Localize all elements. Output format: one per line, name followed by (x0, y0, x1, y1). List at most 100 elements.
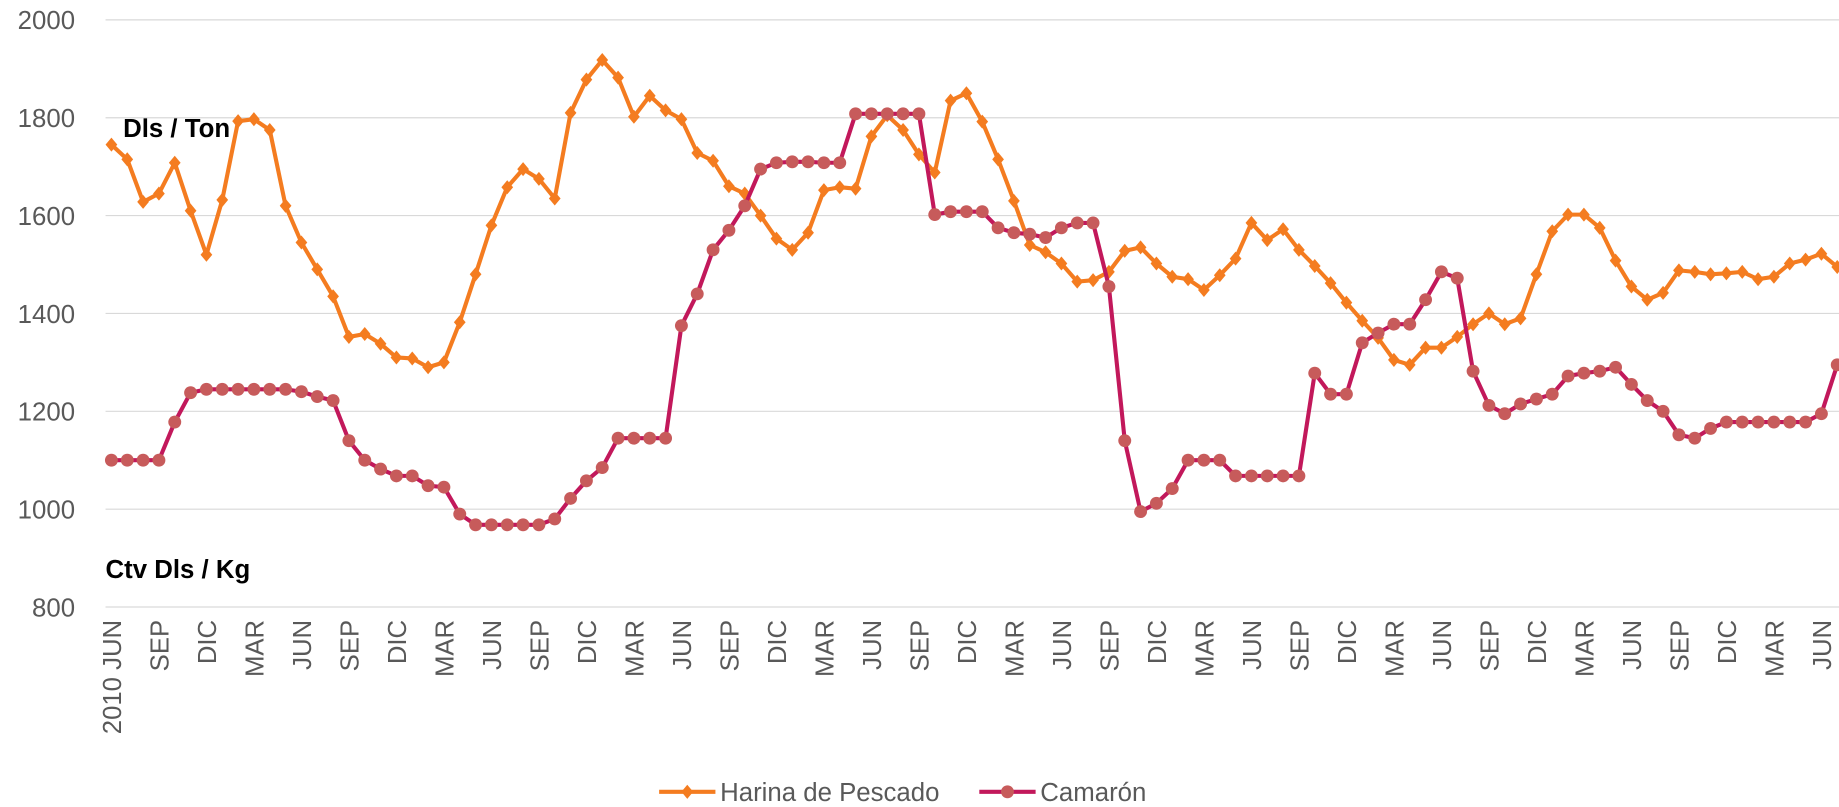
marker (1578, 207, 1590, 222)
x-tick-label: JUN (289, 620, 317, 670)
marker (1514, 397, 1528, 411)
marker (880, 107, 894, 121)
marker (1419, 340, 1432, 355)
marker (121, 152, 134, 167)
marker (928, 208, 942, 222)
marker (1277, 222, 1289, 237)
marker (1054, 221, 1068, 235)
y-tick-label: 1600 (18, 203, 75, 231)
marker (453, 315, 466, 330)
marker (833, 156, 847, 170)
x-tick-label: DIC (1334, 620, 1362, 664)
marker (1324, 387, 1338, 401)
marker (1419, 293, 1433, 307)
marker (1339, 387, 1353, 401)
x-tick-label: JUN (1809, 620, 1837, 670)
x-tick-label: SEP (526, 620, 554, 671)
marker (1244, 469, 1258, 483)
marker (374, 336, 387, 351)
marker (707, 153, 719, 168)
marker (596, 52, 609, 68)
marker (1149, 496, 1163, 510)
marker (1736, 264, 1749, 279)
legend-label: Harina de Pescado (720, 779, 939, 807)
marker (1498, 407, 1512, 421)
marker (564, 491, 578, 505)
x-tick-label: MAR (621, 620, 649, 677)
legend-label: Camarón (1040, 779, 1146, 807)
x-tick-label: MAR (811, 620, 839, 677)
marker (833, 180, 846, 195)
marker (1102, 280, 1116, 293)
marker (1704, 267, 1717, 282)
x-tick-label: SEP (1096, 620, 1124, 671)
marker (406, 351, 419, 366)
x-tick-label: 2010 JUN (99, 620, 127, 734)
marker (247, 382, 261, 396)
marker (1340, 295, 1353, 310)
x-tick-label: SEP (906, 620, 934, 671)
marker (248, 112, 260, 127)
marker (897, 122, 909, 137)
marker (1023, 227, 1037, 241)
marker (1087, 273, 1099, 288)
marker (1324, 276, 1337, 291)
marker (818, 183, 830, 198)
x-tick-label: SEP (1476, 620, 1504, 671)
marker (1831, 259, 1839, 274)
x-tick-label: MAR (241, 620, 269, 677)
marker (1134, 505, 1148, 519)
marker (1545, 387, 1559, 401)
x-tick-label: JUN (1619, 620, 1647, 670)
x-tick-label: DIC (1714, 620, 1742, 664)
marker (802, 225, 814, 240)
marker (1198, 282, 1210, 297)
marker (579, 474, 593, 488)
marker (421, 479, 435, 493)
marker (1640, 394, 1654, 407)
marker (184, 386, 198, 400)
marker (785, 155, 799, 169)
x-tick-label: JUN (1049, 620, 1077, 670)
marker (1229, 251, 1242, 266)
marker (1086, 216, 1100, 230)
marker (674, 319, 688, 333)
marker (422, 360, 434, 375)
marker (944, 205, 958, 219)
marker (1181, 453, 1195, 467)
marker (1609, 360, 1623, 374)
marker (722, 223, 736, 237)
marker (1150, 256, 1163, 271)
marker (643, 431, 657, 445)
marker (389, 469, 403, 483)
marker (643, 88, 656, 103)
marker (1609, 253, 1622, 268)
marker (786, 242, 799, 257)
marker (533, 171, 545, 186)
marker (1388, 352, 1400, 367)
marker (1720, 266, 1733, 281)
marker (153, 186, 165, 201)
marker (754, 208, 767, 223)
marker (1292, 469, 1306, 483)
marker (628, 109, 640, 124)
marker (1593, 364, 1607, 378)
marker (1688, 264, 1701, 279)
marker (1768, 269, 1780, 284)
marker (1483, 306, 1495, 321)
x-tick-label: SEP (716, 620, 744, 671)
marker (960, 86, 973, 101)
marker (168, 155, 181, 170)
marker (1783, 415, 1797, 429)
marker (1229, 469, 1243, 483)
marker (263, 382, 277, 396)
marker (865, 129, 878, 144)
marker (675, 112, 688, 127)
marker (405, 469, 419, 483)
marker (1529, 392, 1543, 406)
marker (1260, 469, 1274, 483)
annotation: Ctv Dls / Kg (106, 556, 251, 584)
marker (659, 103, 672, 118)
y-tick-label: 1800 (18, 105, 75, 133)
marker (1451, 329, 1464, 344)
